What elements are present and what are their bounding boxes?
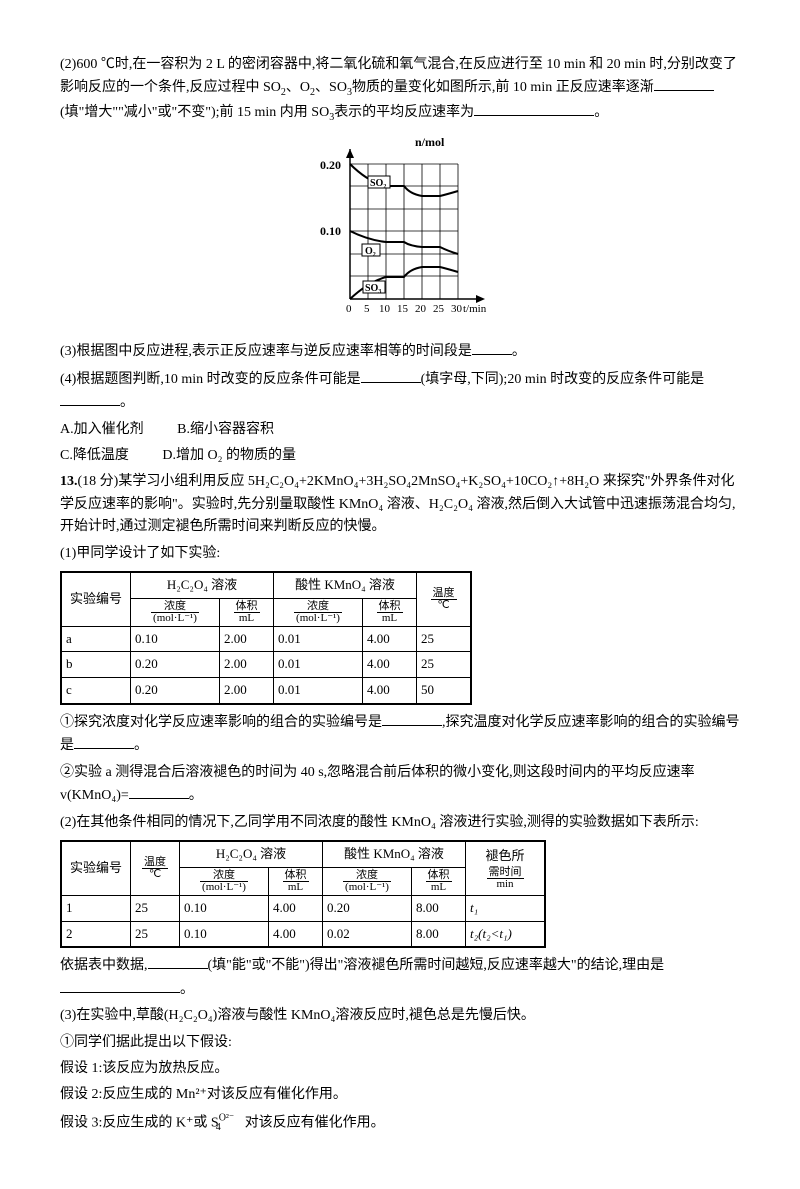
q13-3-hypotheses: ①同学们据此提出以下假设: <box>60 1032 740 1054</box>
svg-text:25: 25 <box>433 303 445 315</box>
col-h2c2o4: H₂C₂O₄ 溶液 <box>131 572 274 598</box>
blank-3[interactable] <box>472 340 512 355</box>
svg-text:0: 0 <box>346 303 352 315</box>
col-temp: 温度℃ <box>417 572 472 626</box>
question-2: (2)600 ℃时,在一容积为 2 L 的密闭容器中,将二氧化硫和氧气混合,在反… <box>60 54 740 126</box>
table-row: b0.202.000.014.0025 <box>61 652 471 678</box>
blank-4b[interactable] <box>60 391 120 406</box>
blank-5b[interactable] <box>74 734 134 749</box>
option-b: B.缩小容器容积 <box>177 419 274 441</box>
experiment-table-1: 实验编号 H₂C₂O₄ 溶液 酸性 KMnO₄ 溶液 温度℃ 浓度(mol·L⁻… <box>60 571 472 705</box>
blank-7b[interactable] <box>60 978 180 993</box>
hypothesis-2: 假设 2:反应生成的 Mn²⁺对该反应有催化作用。 <box>60 1084 740 1106</box>
blank-6[interactable] <box>129 784 189 799</box>
question-13: 13.(18 分)某学习小组利用反应 5H₂C₂O₄+2KMnO₄+3H₂SO₄… <box>60 471 740 538</box>
svg-text:SO₃: SO₃ <box>365 283 381 294</box>
svg-text:SO₂: SO₂ <box>370 178 386 189</box>
q13-1-1: ①探究浓度对化学反应速率影响的组合的实验编号是,探究温度对化学反应速率影响的组合… <box>60 711 740 758</box>
blank-2[interactable] <box>474 101 594 116</box>
blank-7a[interactable] <box>148 954 208 969</box>
table-row: 实验编号 温度℃ H₂C₂O₄ 溶液 酸性 KMnO₄ 溶液 褪色所需时间min <box>61 841 545 867</box>
question-3: (3)根据图中反应进程,表示正反应速率与逆反应速率相等的时间段是。 <box>60 340 740 363</box>
table-row: 实验编号 H₂C₂O₄ 溶液 酸性 KMnO₄ 溶液 温度℃ <box>61 572 471 598</box>
table-row: a0.102.000.014.0025 <box>61 626 471 652</box>
option-a: A.加入催化剂 <box>60 419 144 441</box>
options-row2: C.降低温度 D.增加 O₂ 的物质的量 <box>60 445 740 467</box>
table-row: c0.202.000.014.0050 <box>61 678 471 704</box>
svg-text:O₂: O₂ <box>365 246 376 257</box>
svg-text:5: 5 <box>364 303 370 315</box>
option-d: D.增加 O₂ 的物质的量 <box>162 445 296 467</box>
chart: n/mol 0.20 0.10 0 5 10 15 20 25 30 t/min… <box>60 134 740 332</box>
q13-1-intro: (1)甲同学设计了如下实验: <box>60 543 740 565</box>
svg-text:30: 30 <box>451 303 463 315</box>
experiment-table-2: 实验编号 温度℃ H₂C₂O₄ 溶液 酸性 KMnO₄ 溶液 褪色所需时间min… <box>60 840 546 948</box>
y-axis-label: n/mol <box>415 135 445 149</box>
q13-2-question: 依据表中数据,(填"能"或"不能")得出"溶液褪色所需时间越短,反应速率越大"的… <box>60 954 740 1001</box>
q13-3-intro: (3)在实验中,草酸(H₂C₂O₄)溶液与酸性 KMnO₄溶液反应时,褪色总是先… <box>60 1005 740 1027</box>
hypothesis-1: 假设 1:该反应为放热反应。 <box>60 1058 740 1080</box>
option-c: C.降低温度 <box>60 445 129 467</box>
hypothesis-3: 假设 3:反应生成的 K⁺或 SO²⁻4 对该反应有催化作用。 <box>60 1111 740 1135</box>
ytick-020: 0.20 <box>320 158 341 172</box>
q13-1-2: ②实验 a 测得混合后溶液褪色的时间为 40 s,忽略混合前后体积的微小变化,则… <box>60 762 740 808</box>
table-row: 1250.104.000.208.00t₁ <box>61 895 545 921</box>
table-row: 2250.104.000.028.00t₂(t₂<t₁) <box>61 921 545 947</box>
col-exp: 实验编号 <box>61 572 131 626</box>
blank-5a[interactable] <box>382 711 442 726</box>
svg-text:15: 15 <box>397 303 409 315</box>
col-kmno4: 酸性 KMnO₄ 溶液 <box>274 572 417 598</box>
question-4: (4)根据题图判断,10 min 时改变的反应条件可能是(填字母,下同);20 … <box>60 368 740 415</box>
blank-1[interactable] <box>654 76 714 91</box>
ytick-010: 0.10 <box>320 224 341 238</box>
q13-2-intro: (2)在其他条件相同的情况下,乙同学用不同浓度的酸性 KMnO₄ 溶液进行实验,… <box>60 812 740 834</box>
svg-text:t/min: t/min <box>463 303 487 315</box>
options-row1: A.加入催化剂 B.缩小容器容积 <box>60 419 740 441</box>
blank-4a[interactable] <box>361 368 421 383</box>
svg-text:20: 20 <box>415 303 427 315</box>
svg-text:10: 10 <box>379 303 391 315</box>
line-chart: n/mol 0.20 0.10 0 5 10 15 20 25 30 t/min… <box>300 134 500 324</box>
q13-num: 13. <box>60 474 78 489</box>
